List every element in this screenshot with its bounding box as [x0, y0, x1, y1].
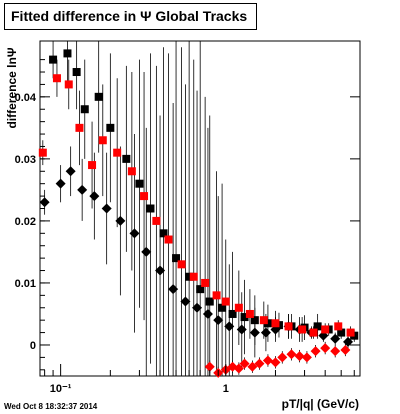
y-tick-label: 0.02 — [15, 216, 36, 228]
data-point — [260, 327, 271, 338]
y-tick-label: 0.01 — [15, 278, 36, 290]
data-markers — [38, 49, 359, 378]
data-point — [122, 154, 131, 163]
data-point — [155, 265, 166, 276]
data-point — [221, 297, 230, 306]
data-point — [224, 321, 235, 332]
data-point — [301, 352, 312, 363]
y-axis: 0 0.01 0.02 0.03 0.04 — [15, 59, 360, 371]
data-point — [320, 343, 331, 354]
x-tick-label: 10⁻¹ — [50, 383, 72, 395]
data-point — [313, 322, 322, 331]
data-point — [309, 328, 318, 337]
data-point — [340, 344, 351, 355]
data-point — [201, 278, 210, 287]
y-tick-label: 0 — [30, 340, 36, 352]
y-tick-label: 0.04 — [15, 92, 37, 104]
data-point — [55, 178, 66, 189]
data-point — [330, 346, 341, 357]
data-point — [271, 319, 280, 328]
data-point — [270, 357, 281, 368]
data-point — [205, 297, 214, 306]
x-tick-label: 1 — [223, 383, 229, 395]
data-point — [168, 284, 179, 295]
data-point — [146, 204, 155, 213]
data-point — [277, 352, 288, 363]
data-point — [286, 349, 297, 360]
data-point — [80, 105, 89, 114]
data-point — [263, 319, 272, 328]
data-point — [250, 316, 259, 325]
data-point — [180, 296, 191, 307]
data-point — [129, 228, 140, 239]
data-point — [334, 322, 343, 331]
data-point — [94, 92, 103, 101]
data-point — [135, 179, 144, 188]
data-point — [346, 328, 355, 337]
data-point — [204, 361, 215, 372]
data-point — [189, 272, 198, 281]
data-point — [127, 167, 136, 176]
data-point — [343, 336, 354, 347]
data-point — [39, 197, 50, 208]
data-point — [49, 55, 58, 64]
data-point — [172, 254, 181, 263]
data-point — [337, 328, 346, 337]
data-point — [234, 303, 243, 312]
data-point — [236, 324, 247, 335]
data-point — [152, 216, 161, 225]
data-point — [330, 333, 341, 344]
data-point — [101, 203, 112, 214]
data-point — [284, 322, 293, 331]
data-point — [141, 246, 152, 257]
data-point — [259, 316, 268, 325]
data-point — [240, 313, 249, 322]
data-point — [72, 68, 81, 77]
data-point — [228, 309, 237, 318]
data-point — [115, 215, 126, 226]
data-point — [185, 272, 194, 281]
data-point — [196, 285, 205, 294]
data-point — [177, 260, 186, 269]
data-point — [63, 49, 72, 58]
data-point — [321, 325, 330, 334]
data-point — [202, 308, 213, 319]
data-point — [52, 74, 61, 83]
data-point — [239, 358, 250, 369]
data-point — [113, 148, 122, 157]
data-point — [140, 192, 149, 201]
chart-title: Fitted difference in Ψ Global Tracks — [4, 3, 257, 30]
timestamp: Wed Oct 8 18:32:37 2014 — [4, 402, 98, 411]
data-point — [65, 166, 76, 177]
data-point — [262, 355, 273, 366]
data-point — [192, 302, 203, 313]
y-tick-label: 0.03 — [15, 154, 36, 166]
data-point — [249, 327, 260, 338]
data-point — [98, 136, 107, 145]
data-point — [75, 123, 84, 132]
x-axis-label: pT/|q| (GeV/c) — [282, 397, 359, 411]
data-point — [247, 361, 258, 372]
data-point — [88, 161, 97, 170]
data-point — [64, 80, 73, 89]
data-point — [310, 346, 321, 357]
data-point — [212, 291, 221, 300]
data-point — [77, 184, 88, 195]
data-point — [233, 363, 244, 374]
data-point — [159, 229, 168, 238]
data-point — [254, 358, 265, 369]
data-point — [38, 148, 47, 157]
data-point — [164, 235, 173, 244]
x-axis: 10⁻¹ 1 — [44, 364, 355, 395]
data-point — [218, 303, 227, 312]
data-point — [245, 309, 254, 318]
data-point — [298, 325, 307, 334]
data-point — [89, 191, 100, 202]
data-point — [106, 123, 115, 132]
y-axis-label: difference lnΨ — [5, 47, 19, 128]
data-point — [294, 351, 305, 362]
data-point — [213, 315, 224, 326]
